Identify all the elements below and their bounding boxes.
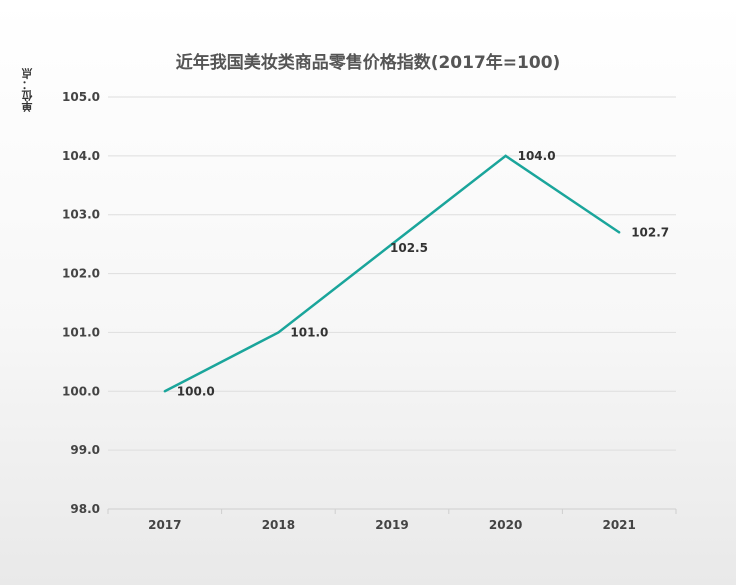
unit-label: 单位：点	[21, 68, 34, 112]
data-point	[277, 331, 280, 334]
data-labels: 100.0 101.0 102.5 104.0 102.7	[177, 149, 669, 398]
y-tick-label: 101.0	[62, 325, 100, 339]
data-point	[390, 242, 394, 246]
y-tick-label: 104.0	[62, 149, 100, 163]
y-tick-label: 105.0	[62, 90, 100, 104]
data-label: 101.0	[290, 325, 328, 339]
y-tick-label: 102.0	[62, 267, 100, 281]
x-tick-label: 2018	[262, 518, 295, 532]
x-tick-label: 2017	[148, 518, 181, 532]
y-tick-label: 99.0	[70, 443, 100, 457]
data-label: 102.5	[390, 241, 428, 255]
chart-title: 近年我国美妆类商品零售价格指数(2017年=100)	[175, 53, 561, 73]
data-label: 102.7	[631, 225, 669, 239]
x-axis-ticks: 2017 2018 2019 2020 2021	[107, 509, 677, 532]
x-tick-label: 2021	[602, 518, 635, 532]
gridlines	[108, 96, 676, 510]
y-tick-label: 98.0	[70, 502, 100, 516]
data-label: 104.0	[518, 149, 556, 163]
y-tick-label: 103.0	[62, 208, 100, 222]
data-point	[618, 231, 621, 234]
x-tick-label: 2019	[375, 518, 408, 532]
y-tick-label: 100.0	[62, 384, 100, 398]
data-point	[163, 390, 166, 393]
series-line-group	[163, 154, 621, 393]
data-point	[504, 154, 507, 158]
y-axis-ticks: 98.0 99.0 100.0 101.0 102.0 103.0 104.0 105.0	[62, 90, 100, 516]
x-tick-label: 2020	[489, 518, 522, 532]
data-label: 100.0	[177, 384, 215, 398]
